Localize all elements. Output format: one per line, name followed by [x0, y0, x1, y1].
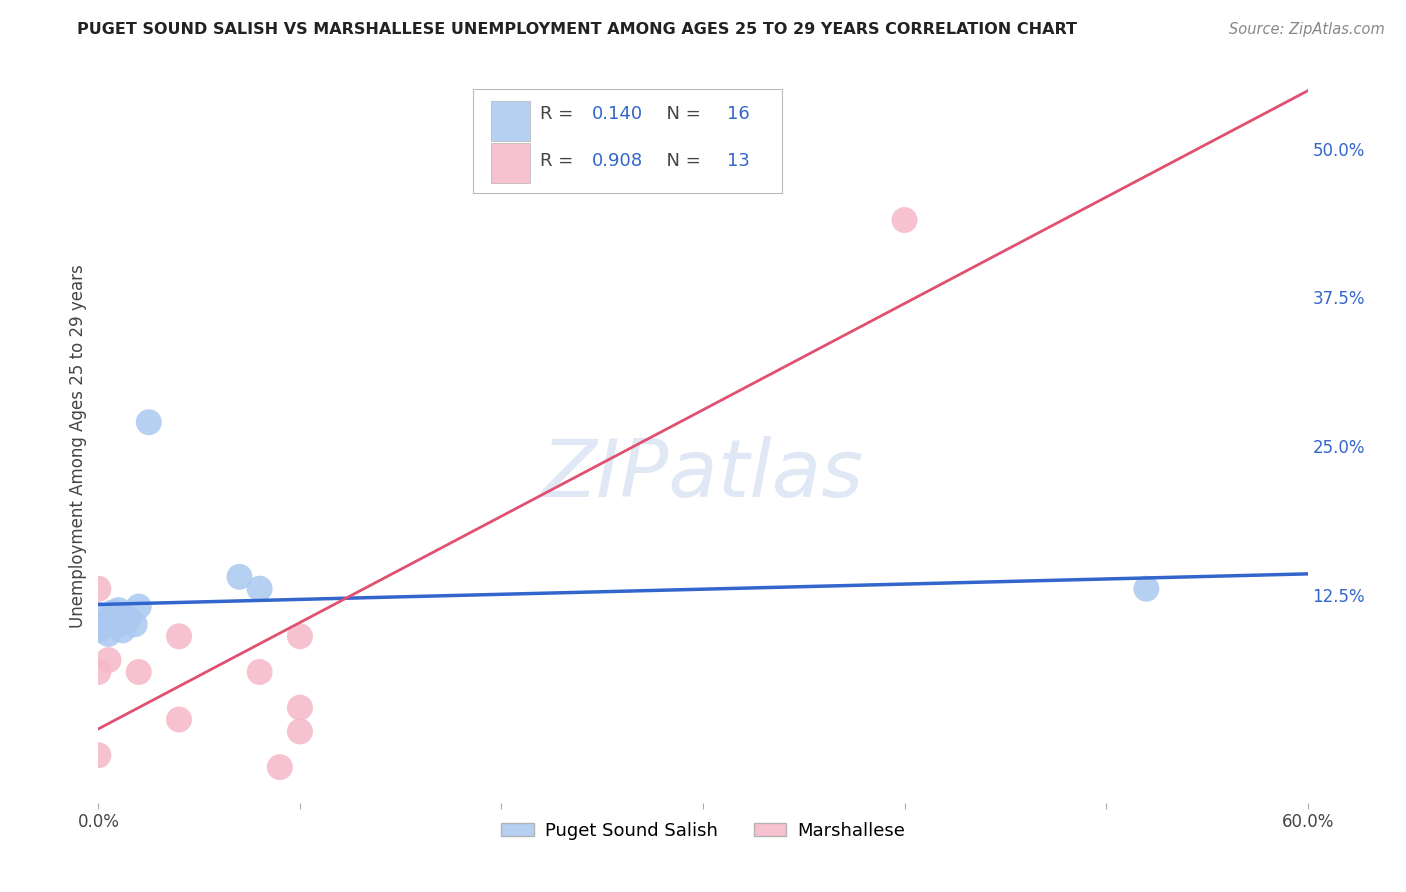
Point: [107, 617, 129, 632]
Text: Source: ZipAtlas.com: Source: ZipAtlas.com: [1229, 22, 1385, 37]
Point: [228, 570, 250, 584]
Text: N =: N =: [655, 152, 706, 169]
Point: [1135, 582, 1157, 596]
Text: ZIPatlas: ZIPatlas: [541, 435, 865, 514]
FancyBboxPatch shape: [492, 144, 530, 184]
Point: [138, 415, 160, 429]
Point: [128, 599, 150, 614]
Point: [87, 748, 110, 763]
Text: 13: 13: [727, 152, 749, 169]
Point: [249, 665, 271, 679]
Legend: Puget Sound Salish, Marshallese: Puget Sound Salish, Marshallese: [494, 815, 912, 847]
Point: [101, 606, 124, 620]
Point: [107, 603, 129, 617]
FancyBboxPatch shape: [492, 101, 530, 141]
Y-axis label: Unemployment Among Ages 25 to 29 years: Unemployment Among Ages 25 to 29 years: [69, 264, 87, 628]
Point: [167, 629, 190, 643]
Point: [893, 213, 915, 227]
Text: 0.908: 0.908: [592, 152, 643, 169]
Point: [288, 700, 311, 714]
Point: [97, 653, 120, 667]
Text: R =: R =: [540, 152, 579, 169]
Point: [111, 624, 134, 638]
Point: [124, 617, 146, 632]
Text: 0.140: 0.140: [592, 105, 643, 123]
Text: PUGET SOUND SALISH VS MARSHALLESE UNEMPLOYMENT AMONG AGES 25 TO 29 YEARS CORRELA: PUGET SOUND SALISH VS MARSHALLESE UNEMPL…: [77, 22, 1077, 37]
Point: [118, 611, 141, 625]
Point: [97, 617, 120, 632]
Point: [87, 624, 110, 638]
Point: [288, 629, 311, 643]
Text: 16: 16: [727, 105, 749, 123]
Point: [97, 627, 120, 641]
Point: [87, 665, 110, 679]
Point: [167, 713, 190, 727]
Point: [128, 665, 150, 679]
Point: [87, 617, 110, 632]
Point: [87, 582, 110, 596]
Point: [249, 582, 271, 596]
Point: [288, 724, 311, 739]
Point: [269, 760, 291, 774]
Text: R =: R =: [540, 105, 579, 123]
FancyBboxPatch shape: [474, 89, 782, 193]
Text: N =: N =: [655, 105, 706, 123]
Point: [87, 607, 110, 622]
